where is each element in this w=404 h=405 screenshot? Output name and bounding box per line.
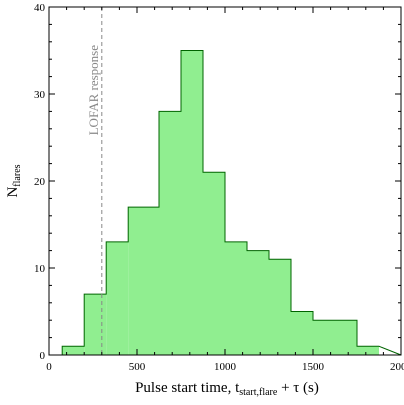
- histogram-bar: [128, 207, 159, 355]
- histogram-bar: [84, 294, 107, 355]
- histogram-bar: [357, 346, 379, 355]
- y-axis-label: Nflares: [5, 164, 23, 197]
- histogram-bar: [181, 50, 203, 355]
- histogram-outline: [61, 50, 402, 356]
- x-axis-label: Pulse start time, tstart,flare + τ (s): [135, 380, 319, 398]
- x-tick-label: 500: [129, 361, 146, 373]
- y-tick-label: 10: [34, 263, 46, 275]
- y-tick-label: 0: [40, 350, 46, 362]
- x-tick-label: 1000: [214, 361, 237, 373]
- x-tick-label: 1500: [302, 361, 325, 373]
- x-tick-label: 0: [46, 361, 52, 373]
- histogram-bar: [159, 111, 181, 356]
- histogram-bar: [62, 346, 85, 355]
- histogram-bars: [61, 50, 402, 356]
- histogram-bar: [269, 259, 291, 355]
- histogram-bar: [203, 172, 225, 355]
- lofar-response-label: LOFAR response: [86, 45, 101, 136]
- y-tick-label: 40: [34, 2, 46, 14]
- y-tick-label: 20: [34, 176, 46, 188]
- histogram-bar: [106, 241, 129, 355]
- histogram-bar: [313, 320, 357, 355]
- histogram-bar: [247, 250, 269, 355]
- histogram-bar: [225, 241, 247, 355]
- y-tick-label: 30: [34, 89, 46, 101]
- histogram-bar: [291, 311, 313, 355]
